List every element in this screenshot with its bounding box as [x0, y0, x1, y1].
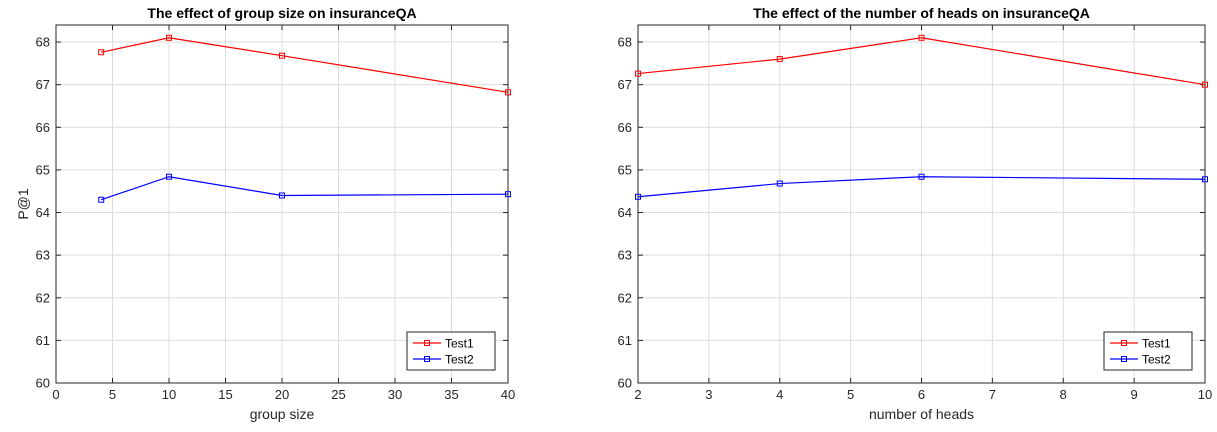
data-point-test1	[1202, 81, 1208, 88]
chart-group-size: 0 5 10 15 20 25 30 35 40 60 61 62 63 64 65 66 67 68 Test1 T…	[15, 5, 515, 422]
x-tick-label: 7	[989, 387, 996, 402]
x-tick-label: 5	[109, 387, 116, 402]
y-tick-label: 66	[36, 120, 50, 135]
chart-number-of-heads: 2 3 4 5 6 7 8 9 10606162636465666768Test1Test2Th…	[618, 5, 1213, 422]
x-axis-label: number of heads	[869, 406, 974, 422]
x-tick-label: 3	[705, 387, 712, 402]
y-tick-label: 62	[36, 290, 50, 305]
y-tick-label: 61	[36, 333, 50, 348]
legend	[1103, 331, 1193, 371]
data-point-test2	[505, 191, 511, 198]
chart-title: The effect of the number of heads on ins…	[753, 5, 1090, 21]
x-tick-label: 10	[1198, 387, 1212, 402]
data-point-test2	[918, 173, 925, 180]
data-point-test2	[635, 193, 641, 200]
data-point-test1	[279, 52, 285, 59]
x-tick-label: 20	[275, 387, 289, 402]
y-tick-label: 63	[618, 248, 632, 263]
legend-label: Test2	[445, 353, 474, 367]
legend-label: Test1	[1142, 337, 1171, 351]
chart-title: The effect of group size on insuranceQA	[147, 5, 416, 21]
x-tick-label: 9	[1131, 387, 1138, 402]
data-point-test1	[918, 34, 925, 41]
y-tick-label: 65	[618, 162, 632, 177]
series-line-test2	[637, 176, 1206, 198]
data-point-test2	[166, 173, 172, 180]
axes-box	[55, 24, 509, 384]
y-tick-label: 60	[36, 376, 50, 391]
data-point-test1	[635, 70, 641, 77]
legend-marker	[1121, 340, 1127, 346]
y-tick-label: 60	[618, 376, 632, 391]
x-tick-label: 4	[776, 387, 783, 402]
data-point-test1	[98, 49, 105, 56]
y-tick-label: 67	[618, 77, 632, 92]
legend-marker	[1121, 356, 1127, 362]
x-tick-label: 8	[1060, 387, 1067, 402]
y-tick-label: 68	[618, 35, 632, 50]
x-tick-label: 2	[634, 387, 641, 402]
series-line-test1	[101, 37, 509, 93]
data-point-test1	[166, 34, 172, 41]
y-tick-label: 67	[36, 77, 50, 92]
y-tick-label: 62	[618, 290, 632, 305]
x-tick-label: 15	[218, 387, 232, 402]
data-point-test1	[505, 89, 511, 96]
data-point-test2	[1202, 176, 1208, 183]
x-tick-label: 5	[847, 387, 854, 402]
legend-marker	[424, 340, 430, 346]
legend	[406, 331, 496, 371]
x-tick-label: 30	[388, 387, 402, 402]
y-axis-label: P@1	[15, 188, 31, 220]
data-point-test2	[98, 196, 105, 203]
data-point-test2	[776, 180, 783, 187]
data-point-test2	[279, 192, 285, 199]
x-tick-label: 0	[52, 387, 59, 402]
legend-label: Test1	[445, 337, 474, 351]
x-tick-label: 6	[918, 387, 925, 402]
y-tick-label: 61	[618, 333, 632, 348]
y-tick-label: 66	[618, 120, 632, 135]
legend-marker	[424, 356, 430, 362]
x-tick-label: 35	[444, 387, 458, 402]
series-line-test1	[637, 37, 1206, 86]
y-tick-label: 64	[36, 205, 50, 220]
series-line-test2	[101, 176, 509, 201]
y-tick-label: 64	[618, 205, 632, 220]
x-tick-label: 25	[331, 387, 345, 402]
y-tick-label: 63	[36, 248, 50, 263]
x-axis-label: group size	[250, 406, 315, 422]
y-tick-label: 65	[36, 162, 50, 177]
y-tick-label: 68	[36, 35, 50, 50]
x-tick-label: 40	[501, 387, 515, 402]
axes-box	[637, 24, 1206, 384]
data-point-test1	[776, 56, 783, 63]
x-tick-label: 10	[162, 387, 176, 402]
legend-label: Test2	[1142, 353, 1171, 367]
